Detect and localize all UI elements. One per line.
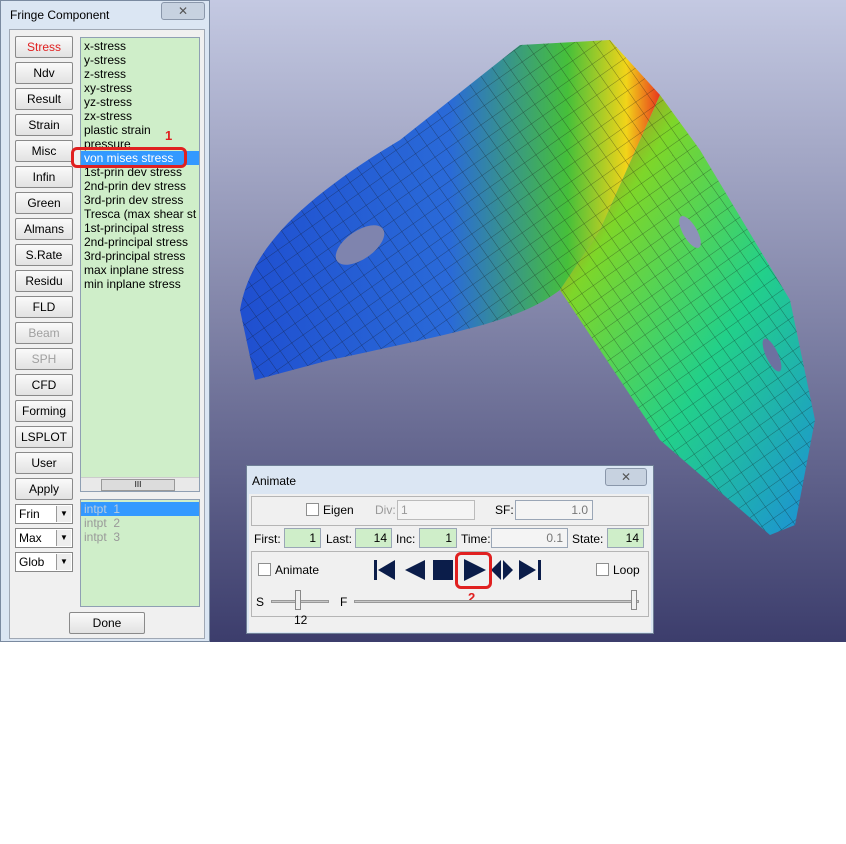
list-item[interactable]: 3rd-prin dev stress	[81, 193, 199, 207]
component-button[interactable]: Beam	[15, 322, 73, 344]
list-item[interactable]: 1st-principal stress	[81, 221, 199, 235]
window-title: Animate	[252, 474, 296, 488]
close-button[interactable]: ✕	[605, 468, 647, 486]
label: S	[256, 595, 264, 609]
highlight-box	[455, 552, 492, 589]
highlight-box	[71, 147, 187, 168]
eigen-checkbox[interactable]	[306, 503, 319, 516]
component-button[interactable]: CFD	[15, 374, 73, 396]
last-field[interactable]: 14	[355, 528, 392, 548]
list-item[interactable]: intpt 1	[81, 502, 199, 516]
state-field[interactable]: 14	[607, 528, 644, 548]
dropdown-value: Max	[19, 531, 42, 545]
label: Loop	[613, 563, 640, 577]
dropdown[interactable]: Max ▼	[15, 528, 73, 548]
animate-checkbox[interactable]	[258, 563, 271, 576]
label: First:	[254, 532, 281, 546]
sf-field[interactable]: 1.0	[515, 500, 593, 520]
component-button[interactable]: S.Rate	[15, 244, 73, 266]
last-button[interactable]	[519, 560, 541, 580]
list-item[interactable]: z-stress	[81, 67, 199, 81]
component-button[interactable]: SPH	[15, 348, 73, 370]
dropdown-value: Frin	[19, 507, 40, 521]
first-field[interactable]: 1	[284, 528, 321, 548]
list-item[interactable]: Tresca (max shear st	[81, 207, 199, 221]
label: State:	[572, 532, 603, 546]
label: Time:	[461, 532, 491, 546]
dropdown[interactable]: Frin ▼	[15, 504, 73, 524]
scrollbar[interactable]: III	[81, 477, 199, 491]
label: Inc:	[396, 532, 415, 546]
label: F	[340, 595, 347, 609]
dropdown-arrow: ▼	[56, 530, 71, 546]
animate-window: Animate ✕ Eigen Div: 1 SF: 1.0 First:1La…	[246, 465, 654, 634]
component-button[interactable]: FLD	[15, 296, 73, 318]
label: Last:	[326, 532, 352, 546]
list-item[interactable]: zx-stress	[81, 109, 199, 123]
component-button[interactable]: Infin	[15, 166, 73, 188]
list-item[interactable]: plastic strain	[81, 123, 199, 137]
list-item[interactable]: y-stress	[81, 53, 199, 67]
component-button[interactable]: Apply	[15, 478, 73, 500]
slider-value: 12	[294, 613, 307, 627]
slider-thumb[interactable]	[631, 590, 637, 610]
component-button[interactable]: Misc	[15, 140, 73, 162]
label: Div:	[375, 503, 396, 517]
component-button[interactable]: LSPLOT	[15, 426, 73, 448]
inc-field[interactable]: 1	[419, 528, 457, 548]
time-field[interactable]: 0.1	[491, 528, 568, 548]
done-button[interactable]: Done	[69, 612, 145, 634]
label: SF:	[495, 503, 514, 517]
list-item[interactable]: xy-stress	[81, 81, 199, 95]
fringe-window: Fringe Component ✕ Stress Ndv Result Strain…	[0, 0, 210, 642]
list-item[interactable]: intpt 2	[81, 516, 199, 530]
div-combo[interactable]: 1	[397, 500, 475, 520]
list-item[interactable]: max inplane stress	[81, 263, 199, 277]
component-button[interactable]: Result	[15, 88, 73, 110]
list-item[interactable]: yz-stress	[81, 95, 199, 109]
component-button[interactable]: Strain	[15, 114, 73, 136]
list-item[interactable]: min inplane stress	[81, 277, 199, 291]
dropdown-arrow: ▼	[56, 554, 71, 570]
component-button[interactable]: Ndv	[15, 62, 73, 84]
list-item[interactable]: x-stress	[81, 39, 199, 53]
list-item[interactable]: 2nd-principal stress	[81, 235, 199, 249]
back-button[interactable]	[405, 560, 425, 580]
component-button[interactable]: Stress	[15, 36, 73, 58]
close-button[interactable]: ✕	[161, 2, 205, 20]
label: Animate	[275, 563, 319, 577]
point-list[interactable]: intpt 1intpt 2intpt 3	[80, 499, 200, 607]
slider-thumb[interactable]	[295, 590, 301, 610]
component-button[interactable]: Residu	[15, 270, 73, 292]
stop-button[interactable]	[433, 560, 453, 580]
component-button[interactable]: Almans	[15, 218, 73, 240]
dropdown[interactable]: Glob ▼	[15, 552, 73, 572]
list-item[interactable]: 3rd-principal stress	[81, 249, 199, 263]
list-item[interactable]: 2nd-prin dev stress	[81, 179, 199, 193]
component-button[interactable]: User	[15, 452, 73, 474]
component-button[interactable]: Forming	[15, 400, 73, 422]
dropdown-value: Glob	[19, 555, 44, 569]
annotation: 1	[165, 128, 172, 143]
list-item[interactable]: intpt 3	[81, 530, 199, 544]
label: Eigen	[323, 503, 354, 517]
loop-checkbox[interactable]	[596, 563, 609, 576]
screen: Fringe Component ✕ Stress Ndv Result Strain…	[0, 0, 846, 642]
component-list[interactable]: x-stressy-stressz-stressxy-stressyz-stre…	[80, 37, 200, 492]
component-button[interactable]: Green	[15, 192, 73, 214]
dropdown-arrow: ▼	[56, 506, 71, 522]
window-title: Fringe Component	[10, 8, 109, 22]
bidirectional-button[interactable]	[491, 560, 513, 580]
first-button[interactable]	[371, 558, 397, 582]
frame-slider[interactable]	[354, 600, 639, 603]
